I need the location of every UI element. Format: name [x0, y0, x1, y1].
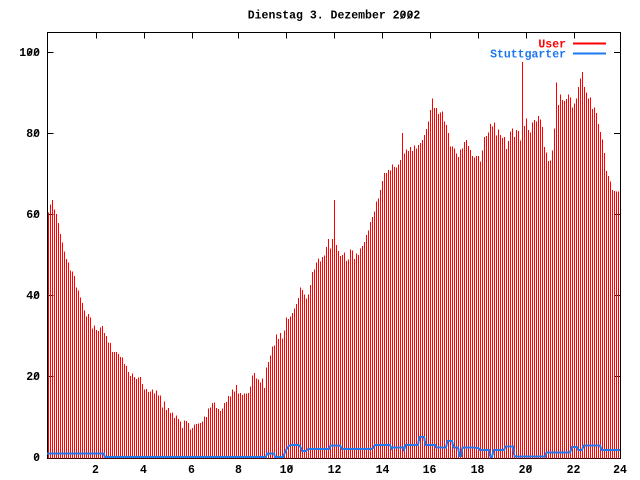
svg-text:8: 8 — [235, 464, 242, 477]
svg-text:18: 18 — [471, 464, 485, 477]
svg-text:22: 22 — [567, 464, 581, 477]
svg-text:24: 24 — [613, 464, 627, 477]
svg-text:User: User — [538, 39, 566, 52]
svg-text:4: 4 — [140, 464, 147, 477]
svg-text:6: 6 — [188, 464, 195, 477]
svg-text:14: 14 — [376, 464, 390, 477]
svg-text:10: 10 — [280, 464, 294, 477]
svg-text:16: 16 — [423, 464, 437, 477]
svg-text:20: 20 — [519, 464, 533, 477]
svg-text:0: 0 — [33, 452, 40, 465]
svg-text:Stuttgarter: Stuttgarter — [490, 49, 566, 62]
svg-text:2: 2 — [92, 464, 99, 477]
svg-text:Dienstag 3. Dezember 2002: Dienstag 3. Dezember 2002 — [248, 10, 421, 23]
svg-text:12: 12 — [328, 464, 342, 477]
svg-text:100: 100 — [19, 47, 40, 60]
